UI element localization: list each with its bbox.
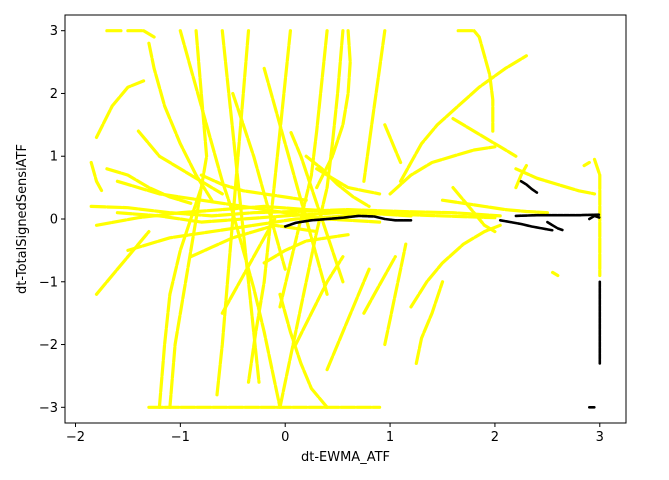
yellow-point-trace	[199, 173, 308, 202]
x-axis-ticks: −2 −1 0 1 2 3	[66, 423, 604, 445]
x-axis-label: dt-EWMA_ATF	[301, 450, 390, 465]
yellow-point-trace	[136, 129, 224, 196]
yellow-point-trace	[126, 29, 156, 39]
x-tick-label: 3	[596, 430, 604, 445]
yellow-point-trace	[592, 157, 602, 278]
y-tick-label: −1	[39, 275, 58, 290]
plot-area	[89, 29, 602, 409]
yellow-point-trace	[157, 186, 203, 409]
yellow-point-trace	[451, 186, 497, 234]
yellow-point-trace	[115, 211, 497, 224]
black-point-trace	[546, 220, 565, 232]
black-point-trace	[519, 180, 539, 194]
x-tick-label: 1	[386, 430, 394, 445]
yellow-point-trace	[294, 255, 345, 347]
yellow-point-trace	[315, 29, 352, 190]
y-tick-label: 2	[50, 87, 58, 102]
yellow-point-trace	[262, 233, 350, 265]
yellow-point-trace	[582, 160, 591, 168]
yellow-point-trace	[105, 167, 193, 205]
yellow-point-trace	[325, 267, 371, 372]
y-tick-label: −2	[39, 338, 58, 353]
yellow-point-trace	[383, 123, 403, 165]
yellow-point-trace	[220, 217, 277, 315]
yellow-point-trace	[399, 54, 529, 183]
yellow-point-trace	[388, 145, 497, 196]
yellow-point-trace	[514, 167, 597, 196]
yellow-point-trace	[231, 91, 287, 271]
x-tick-label: −1	[171, 430, 190, 445]
yellow-point-trace	[215, 29, 251, 397]
yellow-point-trace	[147, 41, 214, 202]
yellow-point-trace	[383, 242, 408, 347]
yellow-point-trace	[440, 198, 550, 215]
x-tick-label: 2	[491, 430, 499, 445]
yellow-point-trace	[362, 29, 387, 183]
yellow-point-trace	[220, 29, 261, 384]
yellow-point-trace	[94, 230, 151, 296]
yellow-point-trace	[550, 270, 560, 278]
yellow-point-trace	[246, 29, 292, 384]
yellow-point-trace	[189, 223, 319, 259]
yellow-point-trace	[278, 29, 329, 309]
yellow-point-trace	[414, 280, 445, 365]
y-tick-label: 3	[50, 24, 58, 39]
x-tick-label: 0	[281, 430, 289, 445]
yellow-point-trace	[362, 255, 397, 315]
yellow-point-trace	[288, 129, 345, 284]
yellow-point-trace	[168, 29, 209, 409]
black-point-trace	[514, 213, 602, 218]
y-tick-label: −3	[39, 401, 58, 416]
yellow-point-trace	[89, 160, 104, 193]
black-point-trace	[498, 219, 554, 232]
yellow-point-trace	[262, 66, 329, 296]
yellow-point-trace	[278, 292, 329, 409]
x-tick-label: −2	[66, 430, 85, 445]
yellow-point-trace	[456, 29, 495, 133]
yellow-point-trace	[514, 164, 529, 190]
yellow-point-trace	[409, 223, 502, 309]
black-point-trace	[283, 214, 413, 228]
yellow-point-trace	[451, 116, 518, 158]
y-axis-ticks: −3 −2 −1 0 1 2 3	[39, 24, 65, 416]
y-tick-label: 0	[50, 213, 58, 228]
y-axis-label: dt-TotalSignedSensiATF	[15, 144, 30, 294]
black-point-trace	[587, 214, 602, 221]
y-tick-label: 1	[50, 150, 58, 165]
yellow-point-trace	[304, 154, 371, 208]
yellow-point-trace	[94, 79, 146, 139]
